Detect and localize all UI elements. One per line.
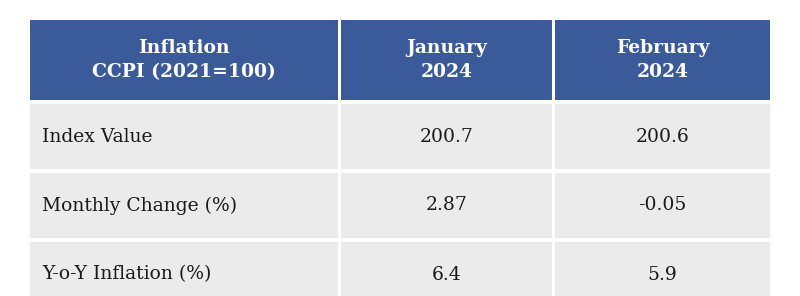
Bar: [30, 104, 338, 169]
Bar: [341, 242, 552, 296]
Text: Monthly Change (%): Monthly Change (%): [42, 196, 237, 215]
Bar: [555, 20, 770, 100]
Bar: [555, 173, 770, 238]
Bar: [555, 242, 770, 296]
Text: Y-o-Y Inflation (%): Y-o-Y Inflation (%): [42, 266, 211, 284]
Bar: [341, 173, 552, 238]
Text: Inflation
CCPI (2021=100): Inflation CCPI (2021=100): [92, 39, 276, 81]
Text: 6.4: 6.4: [432, 266, 462, 284]
Text: 5.9: 5.9: [648, 266, 678, 284]
Bar: [30, 173, 338, 238]
Bar: [341, 20, 552, 100]
Text: Index Value: Index Value: [42, 128, 153, 146]
Text: 200.6: 200.6: [636, 128, 690, 146]
Bar: [341, 104, 552, 169]
Bar: [555, 104, 770, 169]
Text: January
2024: January 2024: [406, 39, 487, 81]
Text: February
2024: February 2024: [616, 39, 710, 81]
Text: -0.05: -0.05: [638, 197, 687, 215]
Text: 200.7: 200.7: [420, 128, 474, 146]
Bar: [30, 242, 338, 296]
Bar: [30, 20, 338, 100]
Text: 2.87: 2.87: [426, 197, 467, 215]
